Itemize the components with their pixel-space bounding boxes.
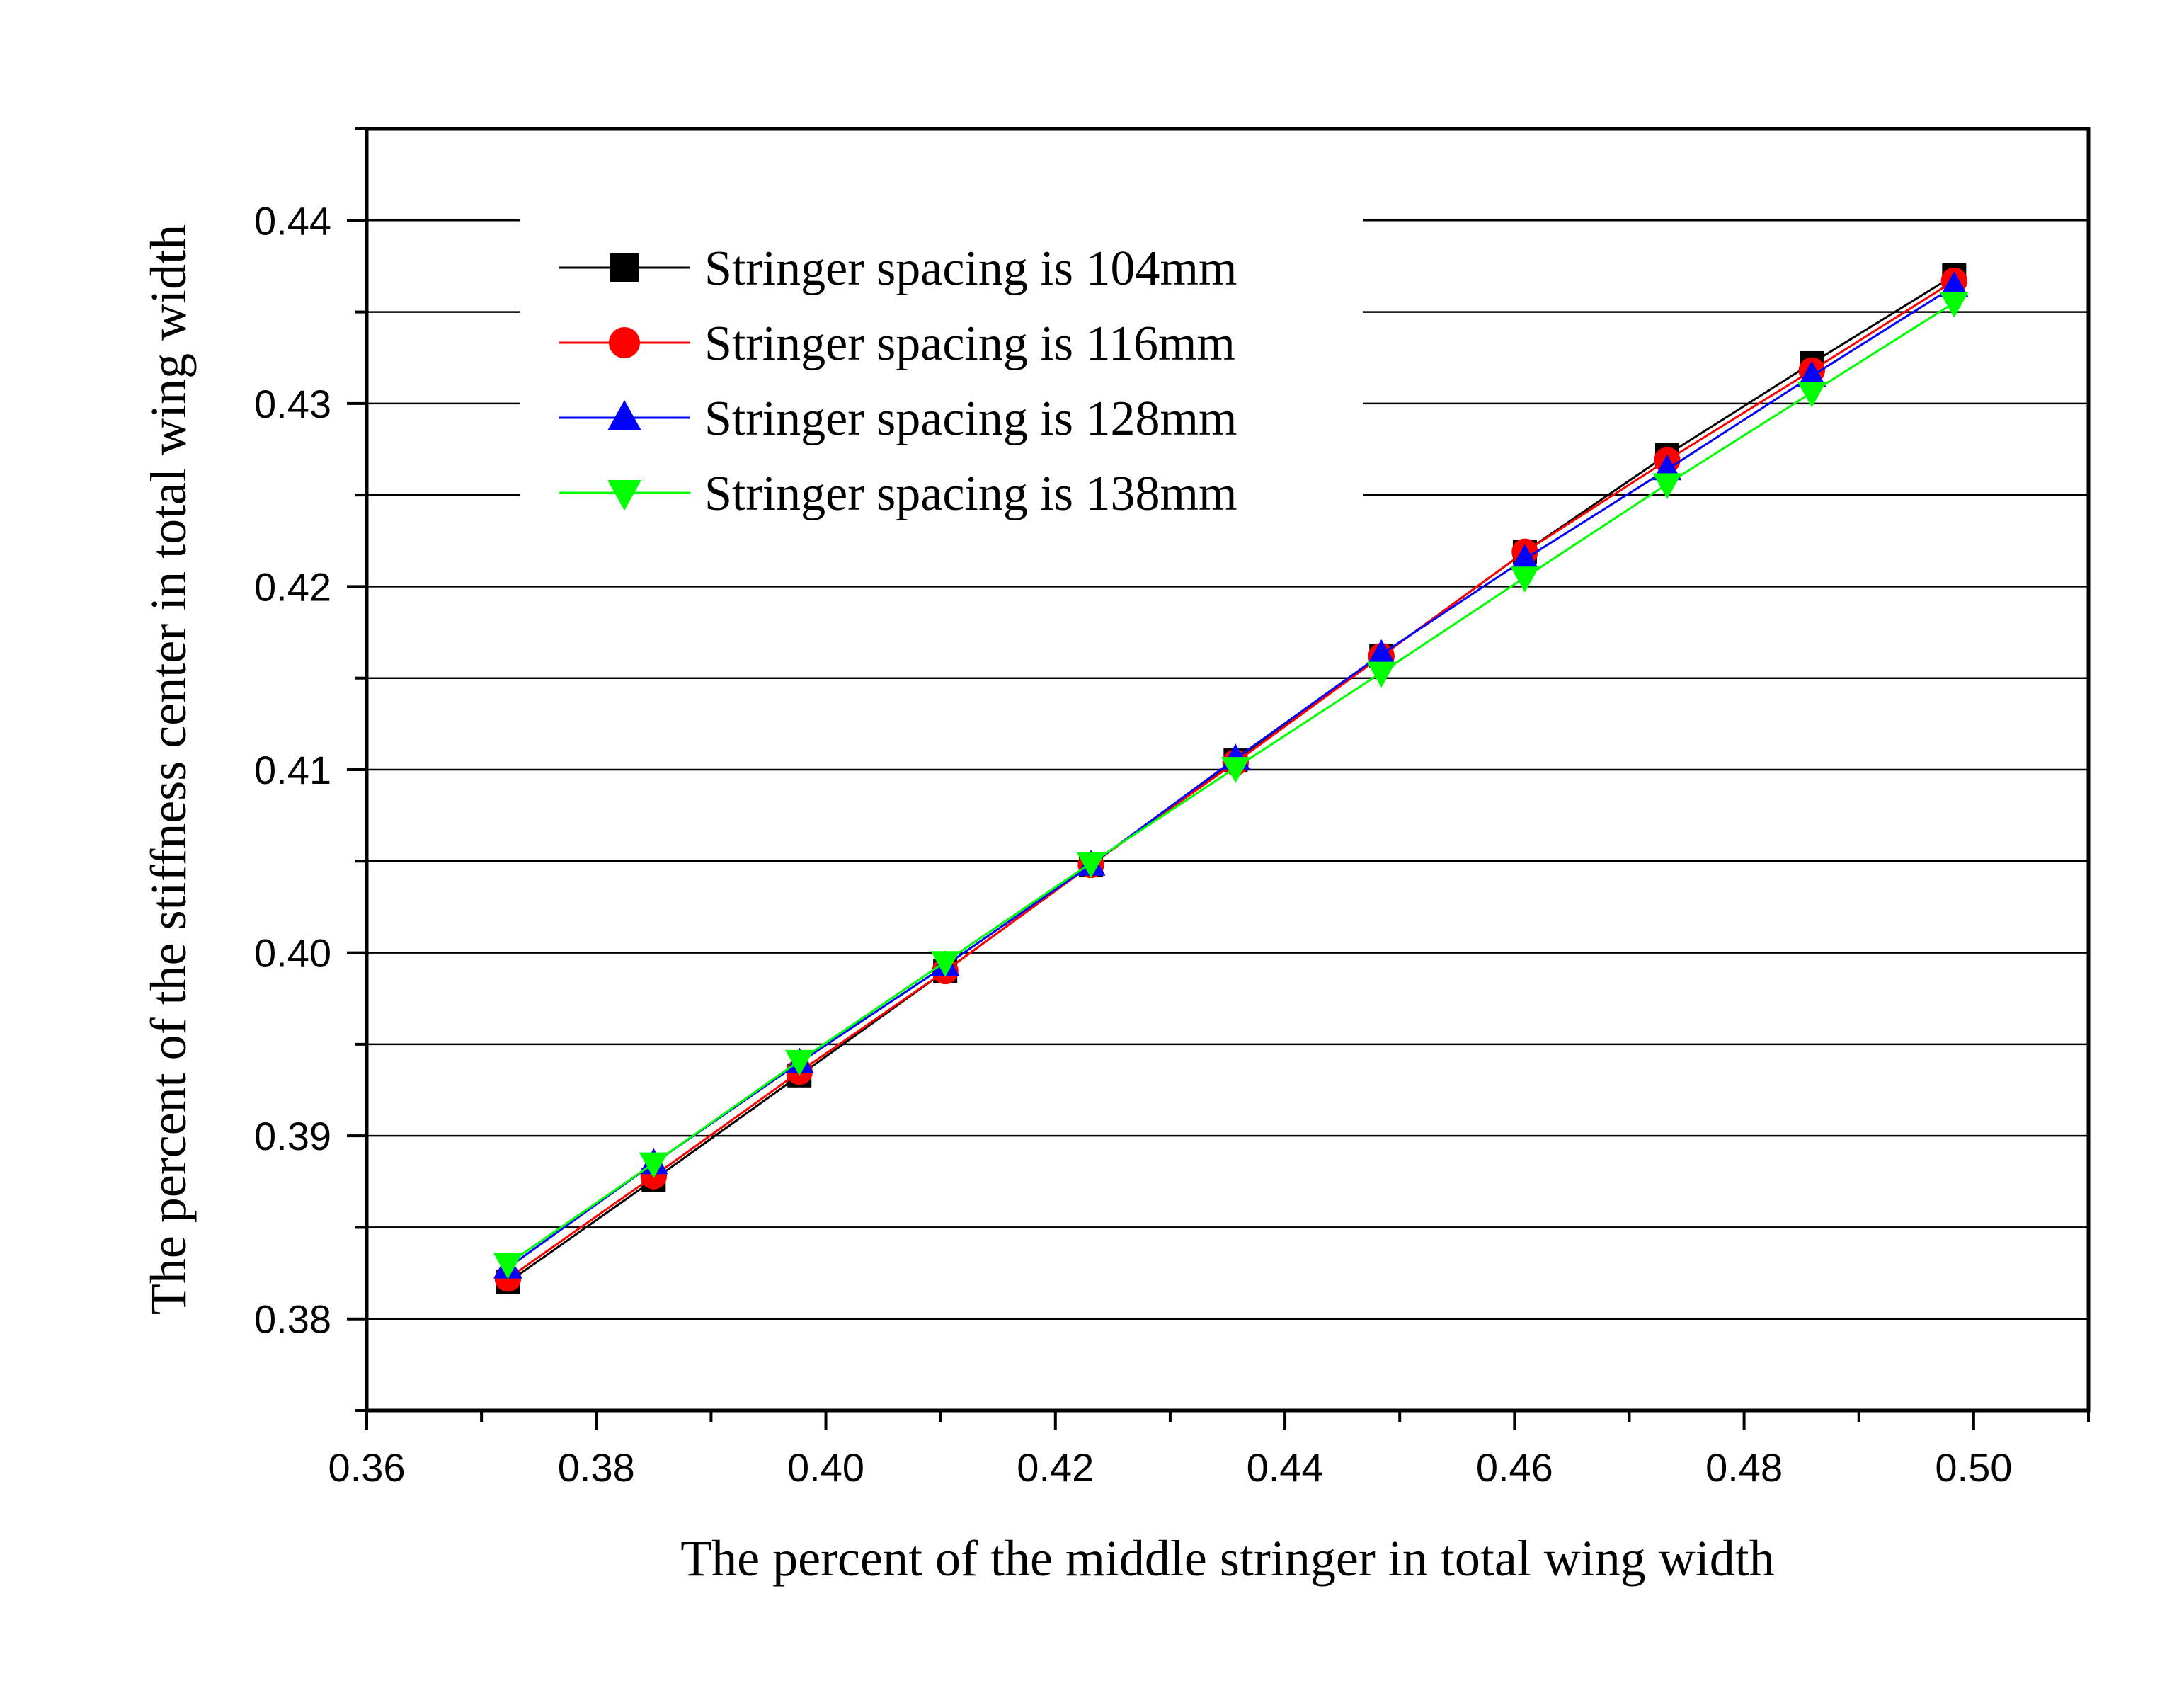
legend-item-2: Stringer spacing is 116mm bbox=[559, 317, 1235, 371]
legend-marker bbox=[607, 400, 641, 430]
y-axis-ticks: 0.38 0.39 0.40 0.41 0.42 0.43 0.44 bbox=[254, 127, 367, 1412]
x-tick-label: 0.48 bbox=[1705, 1445, 1783, 1490]
legend-item-4: Stringer spacing is 138mm bbox=[559, 467, 1237, 521]
data-point bbox=[493, 1253, 522, 1279]
y-tick-label: 0.42 bbox=[254, 564, 331, 609]
x-tick-label: 0.46 bbox=[1476, 1445, 1553, 1490]
data-point bbox=[784, 1049, 814, 1076]
legend-marker bbox=[607, 480, 641, 511]
data-point bbox=[1939, 271, 1969, 297]
legend-item-1: Stringer spacing is 104mm bbox=[559, 241, 1237, 296]
legend-label: Stringer spacing is 116mm bbox=[704, 317, 1235, 371]
data-point bbox=[1366, 639, 1396, 666]
legend: Stringer spacing is 104mm Stringer spacin… bbox=[559, 241, 1237, 521]
data-point bbox=[1797, 360, 1826, 387]
data-point bbox=[1220, 757, 1250, 783]
data-point bbox=[1510, 566, 1540, 593]
y-tick-label: 0.40 bbox=[254, 931, 331, 976]
y-axis-title: The percent of the stiffness center in t… bbox=[140, 224, 197, 1315]
data-point bbox=[639, 1152, 668, 1179]
x-tick-label: 0.40 bbox=[787, 1445, 864, 1490]
legend-item-3: Stringer spacing is 128mm bbox=[559, 392, 1237, 446]
y-tick-label: 0.41 bbox=[254, 748, 331, 792]
series-line bbox=[507, 302, 1955, 1265]
x-axis-ticks: 0.36 0.38 0.40 0.42 0.44 0.46 0.48 0.50 bbox=[328, 1410, 2090, 1490]
x-tick-label: 0.38 bbox=[558, 1445, 635, 1490]
y-tick-label: 0.39 bbox=[254, 1114, 331, 1158]
data-point bbox=[1510, 544, 1540, 570]
legend-label: Stringer spacing is 128mm bbox=[704, 392, 1237, 446]
data-point bbox=[930, 951, 960, 977]
x-tick-label: 0.50 bbox=[1935, 1445, 2012, 1490]
series-4 bbox=[493, 292, 1969, 1279]
y-tick-label: 0.43 bbox=[254, 382, 331, 426]
data-point bbox=[1939, 292, 1969, 318]
x-tick-label: 0.44 bbox=[1247, 1445, 1324, 1490]
x-tick-label: 0.42 bbox=[1017, 1445, 1094, 1490]
data-point bbox=[1366, 661, 1396, 688]
legend-label: Stringer spacing is 138mm bbox=[704, 467, 1237, 521]
x-tick-label: 0.36 bbox=[328, 1445, 406, 1490]
grid-lines bbox=[367, 219, 2088, 1320]
legend-label: Stringer spacing is 104mm bbox=[704, 241, 1237, 296]
y-tick-label: 0.44 bbox=[254, 198, 331, 243]
legend-marker bbox=[609, 327, 640, 358]
x-axis-title: The percent of the middle stringer in to… bbox=[680, 1530, 1775, 1587]
data-point bbox=[1076, 852, 1106, 879]
legend-marker bbox=[610, 253, 639, 282]
series-layer bbox=[493, 263, 1969, 1294]
data-point bbox=[1652, 473, 1682, 499]
y-tick-label: 0.38 bbox=[254, 1297, 331, 1342]
data-point bbox=[1797, 382, 1826, 408]
